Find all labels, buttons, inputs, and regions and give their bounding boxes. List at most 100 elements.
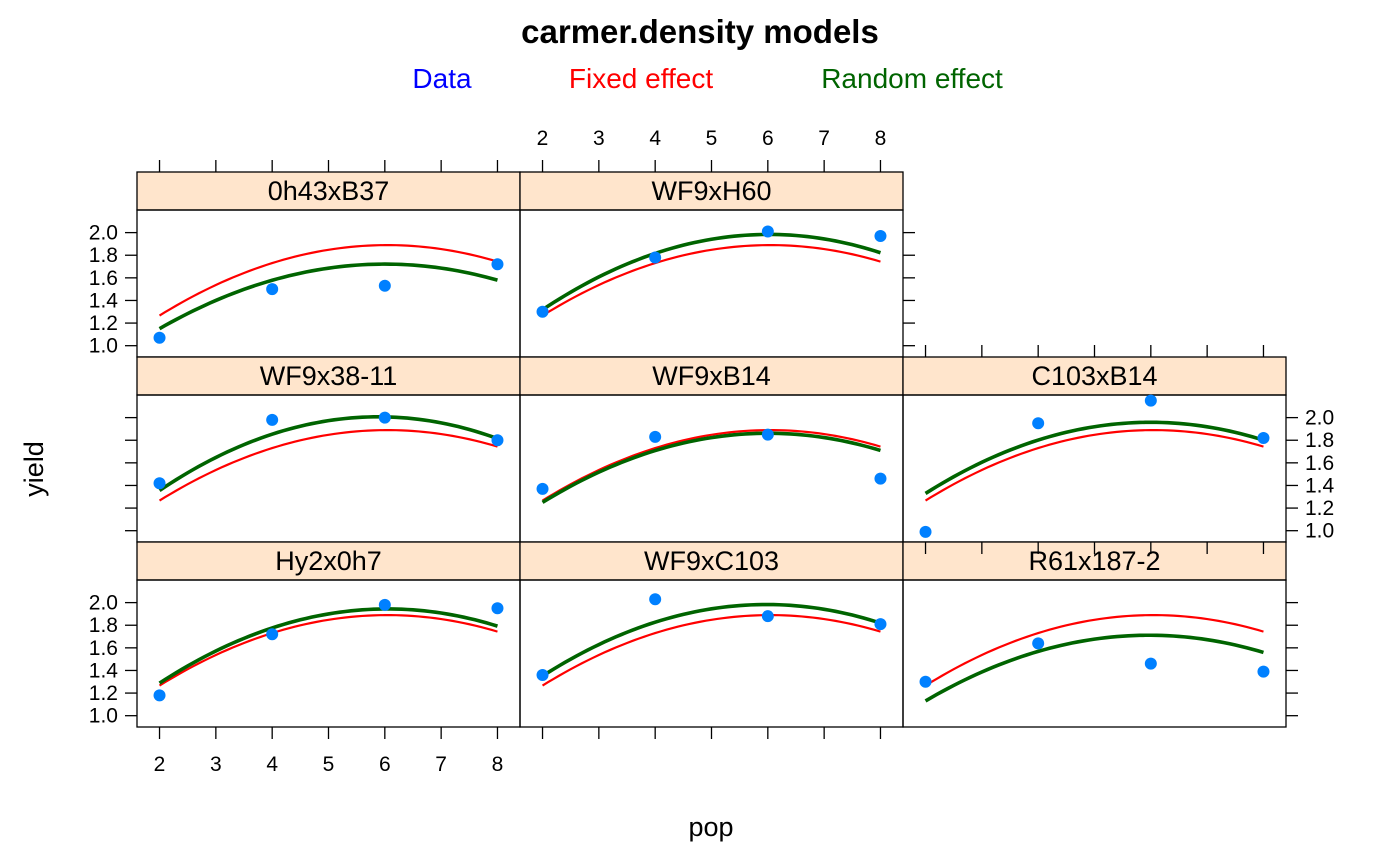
panel-wf9xh60: WF9xH60: [519, 171, 904, 358]
panel-hy2x0h7: Hy2x0h7: [136, 541, 521, 728]
y-tick-label: 1.2: [89, 312, 118, 335]
fixed-effect-line: [924, 429, 1264, 502]
panel-strip-label: 0h43xB37: [268, 176, 390, 206]
data-point: [536, 668, 549, 681]
y-tick-label: 2.0: [89, 222, 118, 245]
data-point: [874, 230, 887, 243]
panel-wf9xc103: WF9xC103: [519, 541, 904, 728]
random-effect-line: [158, 607, 498, 685]
panel-0h43xb37: 0h43xB37: [136, 171, 521, 358]
panel-wf9xb14: WF9xB14: [519, 356, 904, 543]
data-point: [1257, 665, 1270, 678]
chart-title: carmer.density models: [521, 13, 879, 50]
random-effect-line: [158, 262, 498, 331]
legend-item-random-effect: Random effect: [821, 63, 1003, 94]
panel-r61x187-2: R61x187-2: [902, 541, 1287, 728]
y-tick-label: 1.6: [89, 637, 118, 660]
y-axis-label: yield: [19, 441, 49, 497]
panel-strip-label: WF9x38-11: [260, 361, 398, 391]
panel-strip: [136, 171, 521, 211]
data-point: [761, 610, 774, 623]
data-point: [491, 602, 504, 615]
y-tick-label: 1.8: [89, 614, 118, 637]
y-tick-label: 1.4: [89, 289, 119, 312]
x-tick-label: 2: [537, 127, 549, 150]
data-point: [491, 434, 504, 447]
x-tick-label: 5: [323, 753, 335, 776]
random-effect-line: [541, 431, 881, 504]
y-tick-label: 1.0: [89, 705, 118, 728]
panels: 0h43xB37 WF9xH60 WF9x38-11 WF9xB14 C103xB14 H…: [89, 127, 1335, 776]
data-point: [1032, 417, 1045, 430]
data-point: [761, 428, 774, 441]
panel-strip-label: WF9xB14: [652, 361, 771, 391]
y-tick-label: 1.4: [89, 659, 119, 682]
panel-frame: [519, 394, 904, 543]
x-tick-label: 3: [210, 753, 222, 776]
x-tick-label: 7: [435, 753, 447, 776]
panel-strip: [519, 541, 904, 581]
panel-c103xb14: C103xB14: [902, 356, 1287, 543]
panel-strip-label: C103xB14: [1031, 361, 1157, 391]
fixed-effect-line: [541, 614, 881, 687]
x-tick-label: 6: [379, 753, 391, 776]
random-effect-line: [541, 232, 882, 312]
y-tick-label: 1.6: [1305, 452, 1334, 475]
panel-strip-label: WF9xH60: [651, 176, 771, 206]
data-point: [649, 430, 662, 443]
data-point: [153, 477, 166, 490]
panel-strip: [519, 356, 904, 396]
data-point: [378, 411, 391, 424]
data-point: [761, 225, 774, 238]
data-point: [1257, 431, 1270, 444]
data-point: [649, 593, 662, 606]
fixed-effect-line: [541, 429, 881, 502]
panel-frame: [902, 579, 1287, 728]
x-tick-label: 8: [875, 127, 887, 150]
axes: 2 3 4 5 6 7 82 3 4 5 6 7 81.01.21.41.61.82.01.01.21.…: [89, 127, 1335, 776]
y-tick-label: 1.8: [1305, 429, 1334, 452]
data-point: [1144, 657, 1157, 670]
data-point: [536, 305, 549, 318]
data-point: [874, 618, 887, 631]
legend-item-data: Data: [412, 63, 472, 94]
panel-strip-label: WF9xC103: [644, 546, 779, 576]
fixed-effect-line: [158, 614, 498, 687]
panel-strip: [136, 541, 521, 581]
y-tick-label: 2.0: [1305, 407, 1334, 430]
x-tick-label: 3: [593, 127, 605, 150]
y-tick-label: 1.0: [89, 335, 118, 358]
data-point: [874, 472, 887, 485]
panel-strip: [519, 171, 904, 211]
data-point: [153, 689, 166, 702]
x-tick-label: 8: [492, 753, 504, 776]
data-point: [1144, 394, 1157, 407]
x-tick-label: 5: [706, 127, 718, 150]
panel-strip: [902, 356, 1287, 396]
data-point: [266, 413, 279, 426]
panel-frame: [136, 209, 521, 358]
data-point: [919, 675, 932, 688]
data-point: [153, 331, 166, 344]
x-tick-label: 6: [762, 127, 774, 150]
data-point: [378, 279, 391, 292]
panel-wf9x38-11: WF9x38-11: [136, 356, 521, 543]
x-axis-label: pop: [688, 812, 733, 842]
x-tick-label: 2: [154, 753, 166, 776]
fixed-effect-line: [158, 244, 498, 317]
y-tick-label: 1.6: [89, 267, 118, 290]
data-point: [378, 598, 391, 611]
data-point: [266, 283, 279, 296]
x-tick-label: 4: [266, 753, 278, 776]
y-tick-label: 1.2: [89, 682, 118, 705]
data-point: [1032, 637, 1045, 650]
data-point: [919, 525, 932, 538]
legend-item-fixed-effect: Fixed effect: [569, 63, 713, 94]
panel-frame: [902, 394, 1287, 543]
x-tick-label: 4: [649, 127, 661, 150]
y-tick-label: 1.4: [1305, 474, 1335, 497]
data-point: [649, 251, 662, 264]
fixed-effect-line: [158, 429, 498, 502]
x-tick-label: 7: [818, 127, 830, 150]
data-point: [266, 628, 279, 641]
